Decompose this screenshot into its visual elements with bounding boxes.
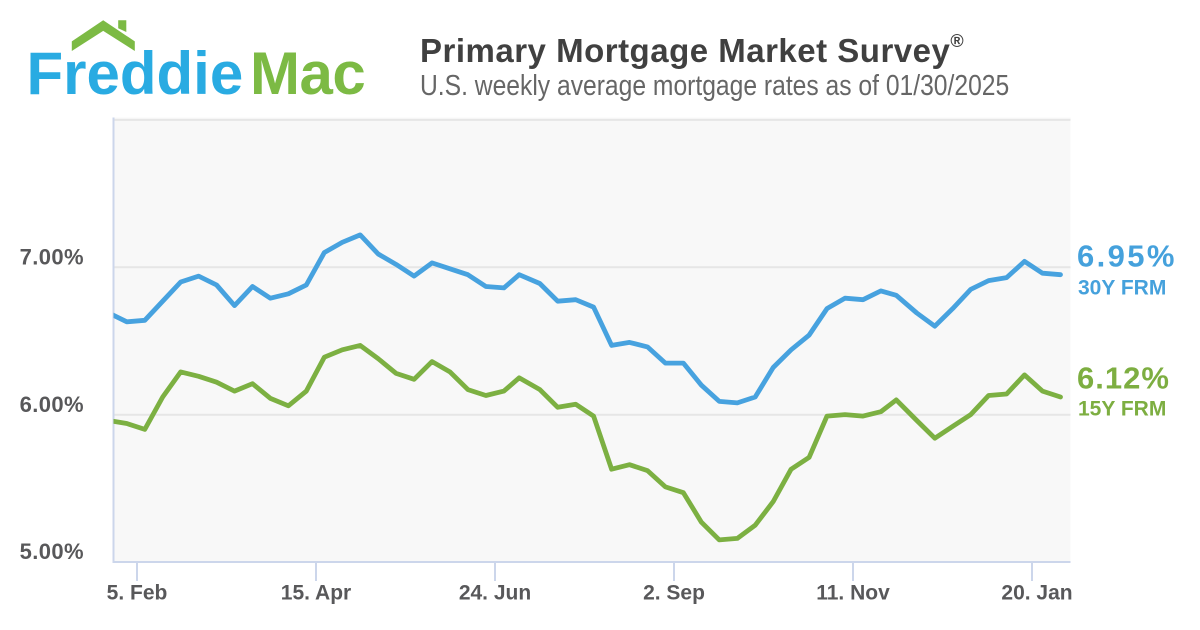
- svg-text:6.95%: 6.95%: [1077, 238, 1177, 273]
- svg-text:30Y FRM: 30Y FRM: [1078, 276, 1166, 299]
- svg-text:15Y FRM: 15Y FRM: [1078, 398, 1166, 421]
- svg-text:24. Jun: 24. Jun: [459, 582, 531, 605]
- svg-text:Mac: Mac: [250, 40, 365, 107]
- svg-text:Freddie: Freddie: [27, 40, 244, 107]
- svg-text:11. Nov: 11. Nov: [816, 582, 890, 605]
- svg-text:7.00%: 7.00%: [20, 245, 84, 270]
- svg-text:5. Feb: 5. Feb: [107, 582, 168, 605]
- svg-text:20. Jan: 20. Jan: [1001, 582, 1072, 605]
- svg-text:2. Sep: 2. Sep: [643, 582, 705, 605]
- svg-text:15. Apr: 15. Apr: [281, 582, 351, 605]
- svg-text:6.12%: 6.12%: [1077, 361, 1170, 396]
- svg-text:6.00%: 6.00%: [20, 392, 84, 417]
- svg-text:5.00%: 5.00%: [20, 539, 84, 564]
